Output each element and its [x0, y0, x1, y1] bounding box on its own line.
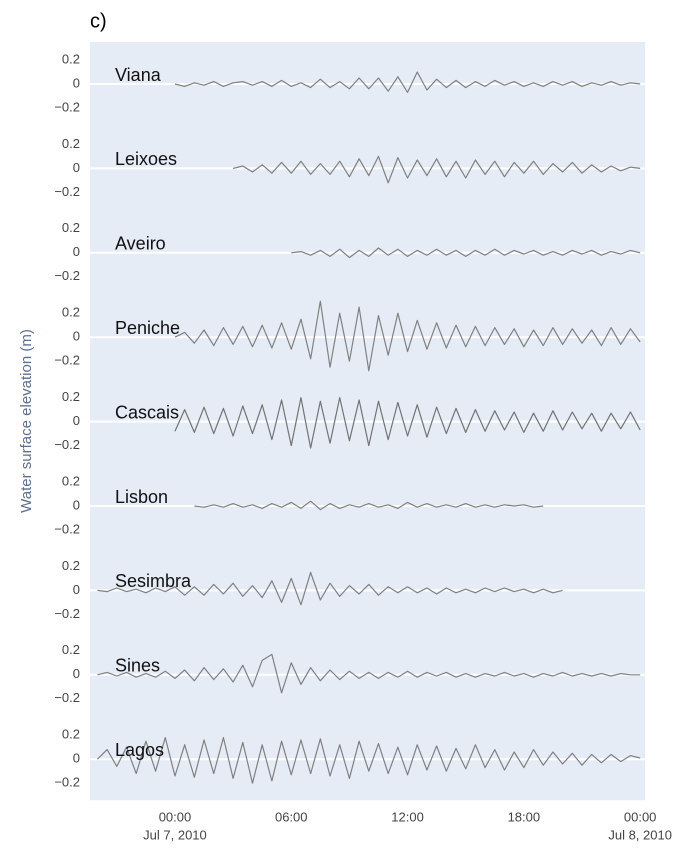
- y-tick-label: 0.2: [62, 642, 80, 657]
- y-tick-label: 0.2: [62, 389, 80, 404]
- station-label: Viana: [115, 65, 162, 85]
- y-axis-title: Water surface elevation (m): [18, 329, 35, 513]
- y-tick-label: −0.2: [54, 99, 80, 114]
- series-line: [174, 397, 641, 449]
- station-label: Lagos: [115, 740, 164, 760]
- y-tick-label: 0.2: [62, 305, 80, 320]
- station-label: Sines: [115, 656, 160, 676]
- x-tick-label: 00:00: [159, 810, 192, 825]
- station-label: Leixoes: [115, 149, 177, 169]
- station-label: Sesimbra: [115, 571, 192, 591]
- y-tick-label: 0: [73, 329, 80, 344]
- y-tick-label: −0.2: [54, 437, 80, 452]
- y-tick-label: −0.2: [54, 775, 80, 790]
- x-tick-date: Jul 8, 2010: [608, 828, 672, 843]
- series-line: [291, 247, 641, 259]
- series-line: [97, 737, 641, 784]
- station-label: Lisbon: [115, 487, 168, 507]
- x-tick-label: 18:00: [508, 810, 541, 825]
- series-line: [194, 500, 544, 511]
- y-tick-label: 0: [73, 751, 80, 766]
- y-tick-label: −0.2: [54, 690, 80, 705]
- y-tick-label: 0: [73, 75, 80, 90]
- y-tick-label: −0.2: [54, 184, 80, 199]
- y-tick-label: 0: [73, 666, 80, 681]
- y-tick-label: 0: [73, 497, 80, 512]
- y-tick-label: 0.2: [62, 558, 80, 573]
- series-line: [174, 71, 641, 93]
- panel-label: c): [90, 10, 107, 32]
- y-tick-label: −0.2: [54, 521, 80, 536]
- y-tick-label: 0: [73, 160, 80, 175]
- series-line: [97, 571, 563, 606]
- series-line: [174, 300, 641, 372]
- y-tick-label: −0.2: [54, 606, 80, 621]
- y-tick-label: −0.2: [54, 268, 80, 283]
- x-tick-date: Jul 7, 2010: [143, 828, 207, 843]
- y-tick-label: 0.2: [62, 727, 80, 742]
- y-tick-label: 0.2: [62, 220, 80, 235]
- series-line: [232, 155, 641, 184]
- y-tick-label: 0.2: [62, 136, 80, 151]
- station-label: Cascais: [115, 402, 179, 422]
- x-tick-label: 12:00: [391, 810, 424, 825]
- y-tick-label: 0: [73, 244, 80, 259]
- station-label: Peniche: [115, 318, 180, 338]
- x-tick-label: 06:00: [275, 810, 308, 825]
- series-line: [97, 653, 641, 694]
- y-tick-label: 0.2: [62, 473, 80, 488]
- station-label: Aveiro: [115, 234, 166, 254]
- x-tick-label: 00:00: [624, 810, 657, 825]
- y-tick-label: 0: [73, 582, 80, 597]
- y-tick-label: −0.2: [54, 353, 80, 368]
- y-tick-label: 0: [73, 413, 80, 428]
- y-tick-label: 0.2: [62, 51, 80, 66]
